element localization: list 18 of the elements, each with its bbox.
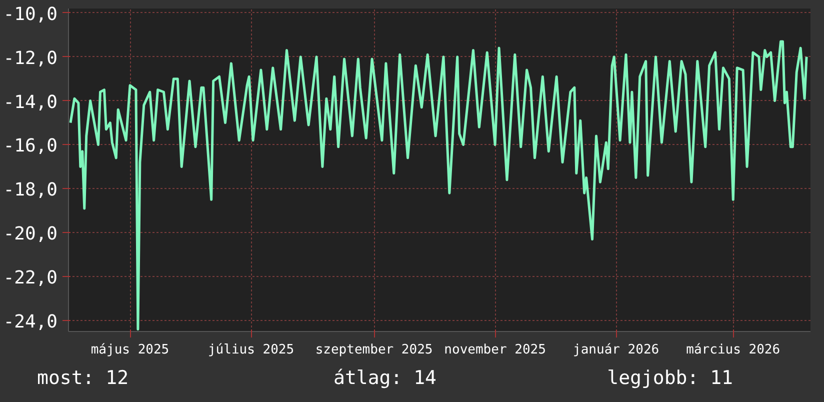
y-tick-label: -22,0 <box>3 268 58 289</box>
y-tick-label: -24,0 <box>3 312 58 333</box>
text: legjobb: 11 <box>606 366 733 391</box>
x-tick-label: szeptember 2025 <box>315 342 433 358</box>
x-tick-label: július 2025 <box>208 342 294 358</box>
y-tick-label: -12,0 <box>3 48 58 69</box>
text: most: 12 <box>37 366 130 391</box>
y-tick-label: -14,0 <box>3 92 58 113</box>
line-series <box>69 40 808 331</box>
y-tick-label: -16,0 <box>3 136 58 157</box>
text: átlag: 14 <box>332 366 438 391</box>
y-tick-label: -10,0 <box>3 4 58 25</box>
x-tick-label: május 2025 <box>90 342 170 358</box>
x-tick-label: március 2026 <box>686 342 780 358</box>
x-tick-label: november 2025 <box>444 342 546 358</box>
y-tick-label: -20,0 <box>3 224 58 245</box>
y-tick-label: -18,0 <box>3 180 58 201</box>
x-tick-label: január 2026 <box>573 342 660 358</box>
